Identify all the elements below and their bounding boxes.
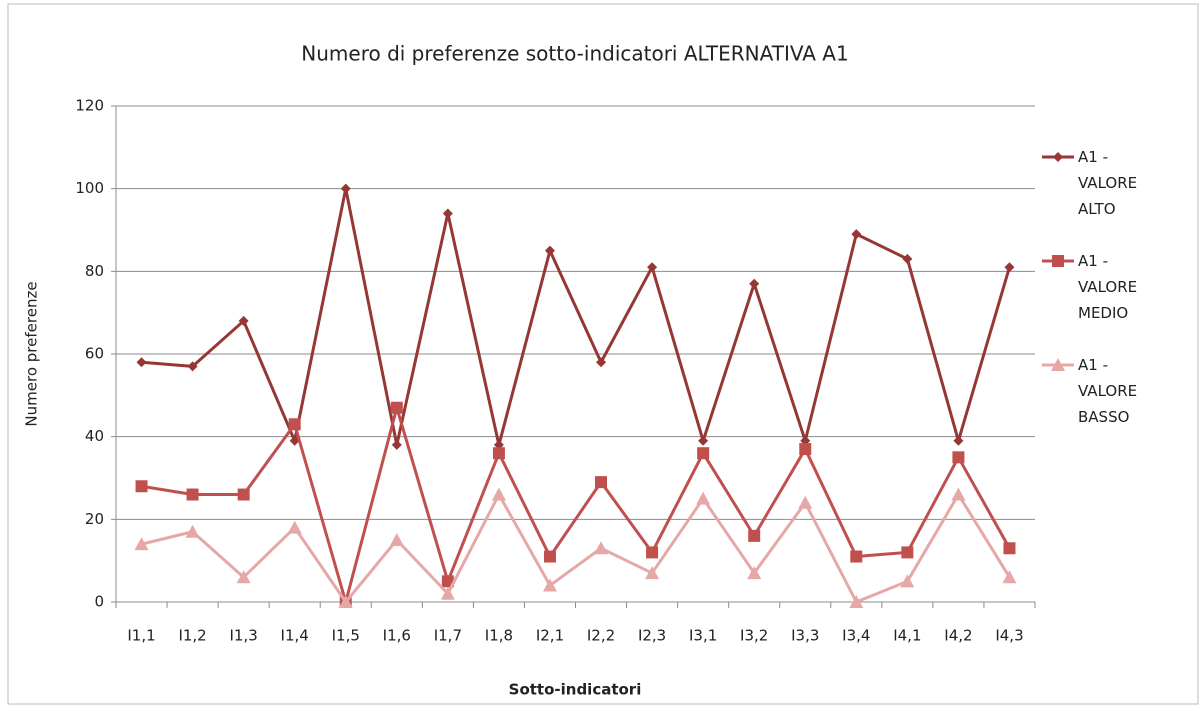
- x-tick-label: I4,1: [893, 627, 921, 645]
- data-point: [798, 495, 813, 509]
- x-tick-label: I3,2: [740, 627, 768, 645]
- data-point: [747, 566, 762, 580]
- x-tick-label: I1,2: [178, 627, 206, 645]
- y-tick-label: 100: [75, 179, 104, 197]
- y-tick-label: 0: [94, 593, 104, 611]
- data-point: [953, 435, 964, 446]
- legend-marker: [1053, 152, 1063, 162]
- x-tick-label: I1,3: [229, 627, 257, 645]
- data-point: [187, 361, 198, 372]
- x-tick-label: I2,3: [638, 627, 666, 645]
- legend-marker: [1052, 255, 1064, 267]
- series-line: [141, 493, 1011, 604]
- chart-border: [7, 3, 1199, 705]
- legend-marker: [1051, 358, 1065, 371]
- data-point: [390, 401, 403, 414]
- data-point: [799, 443, 812, 456]
- data-point: [645, 566, 660, 580]
- data-point: [338, 595, 353, 608]
- data-point: [186, 488, 199, 501]
- data-point: [340, 183, 351, 194]
- data-point: [544, 245, 555, 256]
- series-line: [141, 187, 1011, 447]
- data-point: [749, 278, 760, 289]
- data-point: [287, 520, 302, 534]
- data-point: [1004, 262, 1015, 273]
- x-tick-label: I3,3: [791, 627, 819, 645]
- x-tick-label: I1,7: [434, 627, 462, 645]
- data-point: [647, 262, 658, 273]
- y-tick-label: 120: [75, 97, 104, 115]
- data-point: [238, 315, 249, 326]
- data-point: [492, 447, 505, 460]
- data-point: [951, 487, 966, 501]
- data-point: [236, 570, 251, 584]
- x-tick-label: I3,4: [842, 627, 870, 645]
- data-point: [900, 574, 915, 588]
- data-point: [237, 488, 250, 501]
- data-point: [136, 357, 147, 368]
- data-point: [594, 541, 609, 555]
- y-tick-label: 60: [85, 345, 104, 363]
- y-tick-label: 80: [85, 262, 104, 280]
- data-point: [134, 537, 149, 551]
- x-tick-label: I1,5: [332, 627, 360, 645]
- x-axis-title: Sotto-indicatori: [509, 681, 642, 699]
- data-point: [441, 575, 454, 588]
- x-tick-label: I3,1: [689, 627, 717, 645]
- data-point: [748, 529, 761, 542]
- data-point: [595, 476, 608, 489]
- data-point: [442, 208, 453, 219]
- data-point: [391, 439, 402, 450]
- data-point: [440, 586, 455, 600]
- x-tick-label: I4,3: [995, 627, 1023, 645]
- data-point: [542, 578, 557, 592]
- x-tick-label: I4,2: [944, 627, 972, 645]
- data-point: [596, 357, 607, 368]
- data-point: [1003, 542, 1016, 555]
- data-point: [389, 533, 404, 546]
- data-point: [697, 447, 710, 460]
- legend-label: A1 - VALORE MEDIO: [1078, 252, 1138, 322]
- x-tick-label: I1,8: [485, 627, 513, 645]
- data-point: [901, 546, 914, 559]
- series-line: [141, 406, 1011, 604]
- legend-label: A1 - VALORE BASSO: [1078, 356, 1138, 426]
- x-tick-label: I1,4: [281, 627, 309, 645]
- data-point: [952, 451, 965, 464]
- data-point: [288, 418, 301, 431]
- x-tick-label: I2,1: [536, 627, 564, 645]
- data-point: [850, 550, 863, 563]
- x-tick-label: I1,1: [127, 627, 155, 645]
- data-point: [849, 595, 864, 608]
- x-tick-label: I1,6: [383, 627, 411, 645]
- data-point: [902, 253, 913, 264]
- y-tick-label: 40: [85, 427, 104, 445]
- data-point: [646, 546, 659, 559]
- data-point: [135, 480, 148, 493]
- data-point: [696, 491, 711, 505]
- data-point: [185, 524, 200, 538]
- data-point: [698, 435, 709, 446]
- data-point: [543, 550, 556, 563]
- chart-title: Numero di preferenze sotto-indicatori AL…: [301, 42, 848, 66]
- y-axis-title: Numero preferenze: [23, 281, 41, 426]
- legend-label: A1 - VALORE ALTO: [1078, 148, 1138, 218]
- data-point: [851, 229, 862, 240]
- x-tick-label: I2,2: [587, 627, 615, 645]
- data-point: [491, 487, 506, 501]
- y-tick-label: 20: [85, 510, 104, 528]
- data-point: [1002, 570, 1017, 584]
